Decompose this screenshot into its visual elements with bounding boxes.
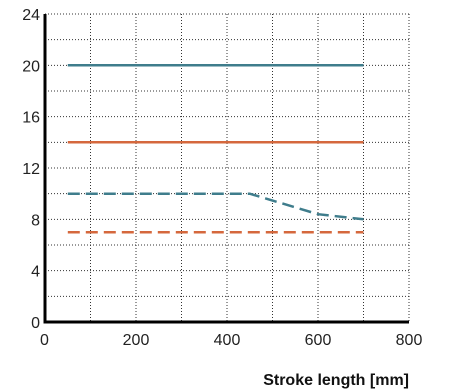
y-tick-label: 24 (22, 7, 40, 24)
grid (45, 13, 410, 322)
x-axis-title: Stroke length [mm] (263, 372, 409, 389)
y-tick-label: 4 (31, 264, 40, 281)
axes (43, 14, 409, 324)
y-tick-label: 0 (31, 315, 40, 332)
y-tick-label: 8 (31, 212, 40, 229)
series-line-3 (67, 192, 364, 221)
x-tick-label: 200 (123, 332, 150, 349)
y-tick-label: 12 (22, 161, 40, 178)
y-tick-label: 16 (22, 110, 40, 127)
y-tick-label: 20 (22, 58, 40, 75)
x-tick-label: 400 (214, 332, 241, 349)
x-tick-label: 600 (305, 332, 332, 349)
tick-labels: 0 4 8 12 16 20 24 0 200 400 600 800 (22, 7, 422, 349)
x-tick-label: 0 (40, 332, 49, 349)
x-tick-label: 800 (396, 332, 423, 349)
series-group (67, 64, 364, 234)
